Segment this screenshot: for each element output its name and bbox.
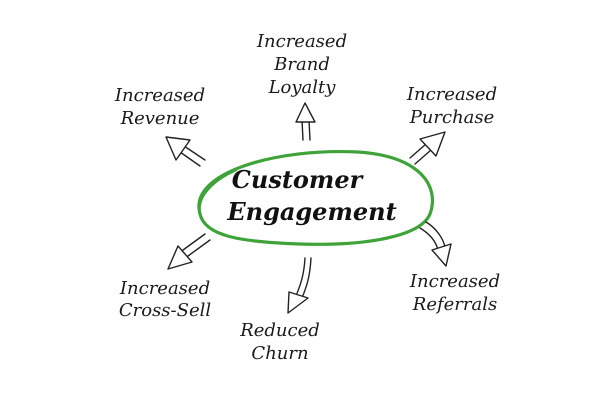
outcome-cross-sell-line1: Increased <box>119 278 210 299</box>
outcome-brand-loyalty-line3: Loyalty <box>268 77 337 98</box>
arrow-head <box>167 245 193 270</box>
outcome-brand-loyalty-line2: Brand <box>273 54 330 75</box>
outcome-referrals-line2: Referrals <box>412 294 497 315</box>
outcome-cross-sell-line2: Cross-Sell <box>119 300 212 321</box>
arrow-shaft <box>414 149 432 165</box>
outcome-purchase-line2: Purchase <box>409 107 495 128</box>
arrow-shaft <box>183 145 206 161</box>
arrow-shaft <box>419 227 439 251</box>
arrow-to-churn <box>287 257 312 314</box>
arrow-head <box>295 102 316 123</box>
arrow-to-purchase <box>409 131 446 165</box>
arrow-to-brand-loyalty <box>295 102 316 141</box>
outcome-purchase: Increased Purchase <box>406 84 497 128</box>
arrow-shaft <box>301 119 304 141</box>
arrow-to-revenue <box>165 136 206 167</box>
outcome-brand-loyalty-line1: Increased <box>256 31 347 52</box>
center-ring <box>197 149 435 246</box>
outcome-referrals: Increased Referrals <box>409 271 500 315</box>
outcome-revenue: Increased Revenue <box>114 85 205 129</box>
outcome-revenue-line1: Increased <box>114 85 205 106</box>
center-title-line2: Engagement <box>226 197 396 226</box>
outcome-churn-line1: Reduced <box>239 320 320 341</box>
outcome-purchase-line1: Increased <box>406 84 497 105</box>
arrow-shaft <box>187 239 211 257</box>
center-ring-stroke <box>197 149 435 246</box>
arrow-shaft <box>308 119 311 141</box>
outcome-referrals-line1: Increased <box>409 271 500 292</box>
arrow-head <box>431 243 452 267</box>
arrow-head <box>165 136 191 161</box>
center-ring-overlap <box>198 168 238 216</box>
outcome-cross-sell: Increased Cross-Sell <box>119 278 212 321</box>
arrow-head <box>287 291 309 314</box>
outcome-churn: Reduced Churn <box>239 320 320 364</box>
arrow-to-referrals <box>419 221 452 267</box>
center-title-line1: Customer <box>232 165 365 194</box>
arrow-head <box>419 131 446 157</box>
outcome-churn-line2: Churn <box>251 343 308 364</box>
outcome-revenue-line2: Revenue <box>120 108 200 129</box>
outcome-brand-loyalty: Increased Brand Loyalty <box>256 31 347 98</box>
arrow-shaft <box>295 257 306 297</box>
arrow-to-cross-sell <box>167 233 211 270</box>
arrow-shaft <box>409 143 427 159</box>
arrow-shaft <box>179 151 201 167</box>
arrow-shaft <box>301 257 312 299</box>
arrow-shaft <box>182 233 206 251</box>
arrow-shaft <box>425 221 446 248</box>
